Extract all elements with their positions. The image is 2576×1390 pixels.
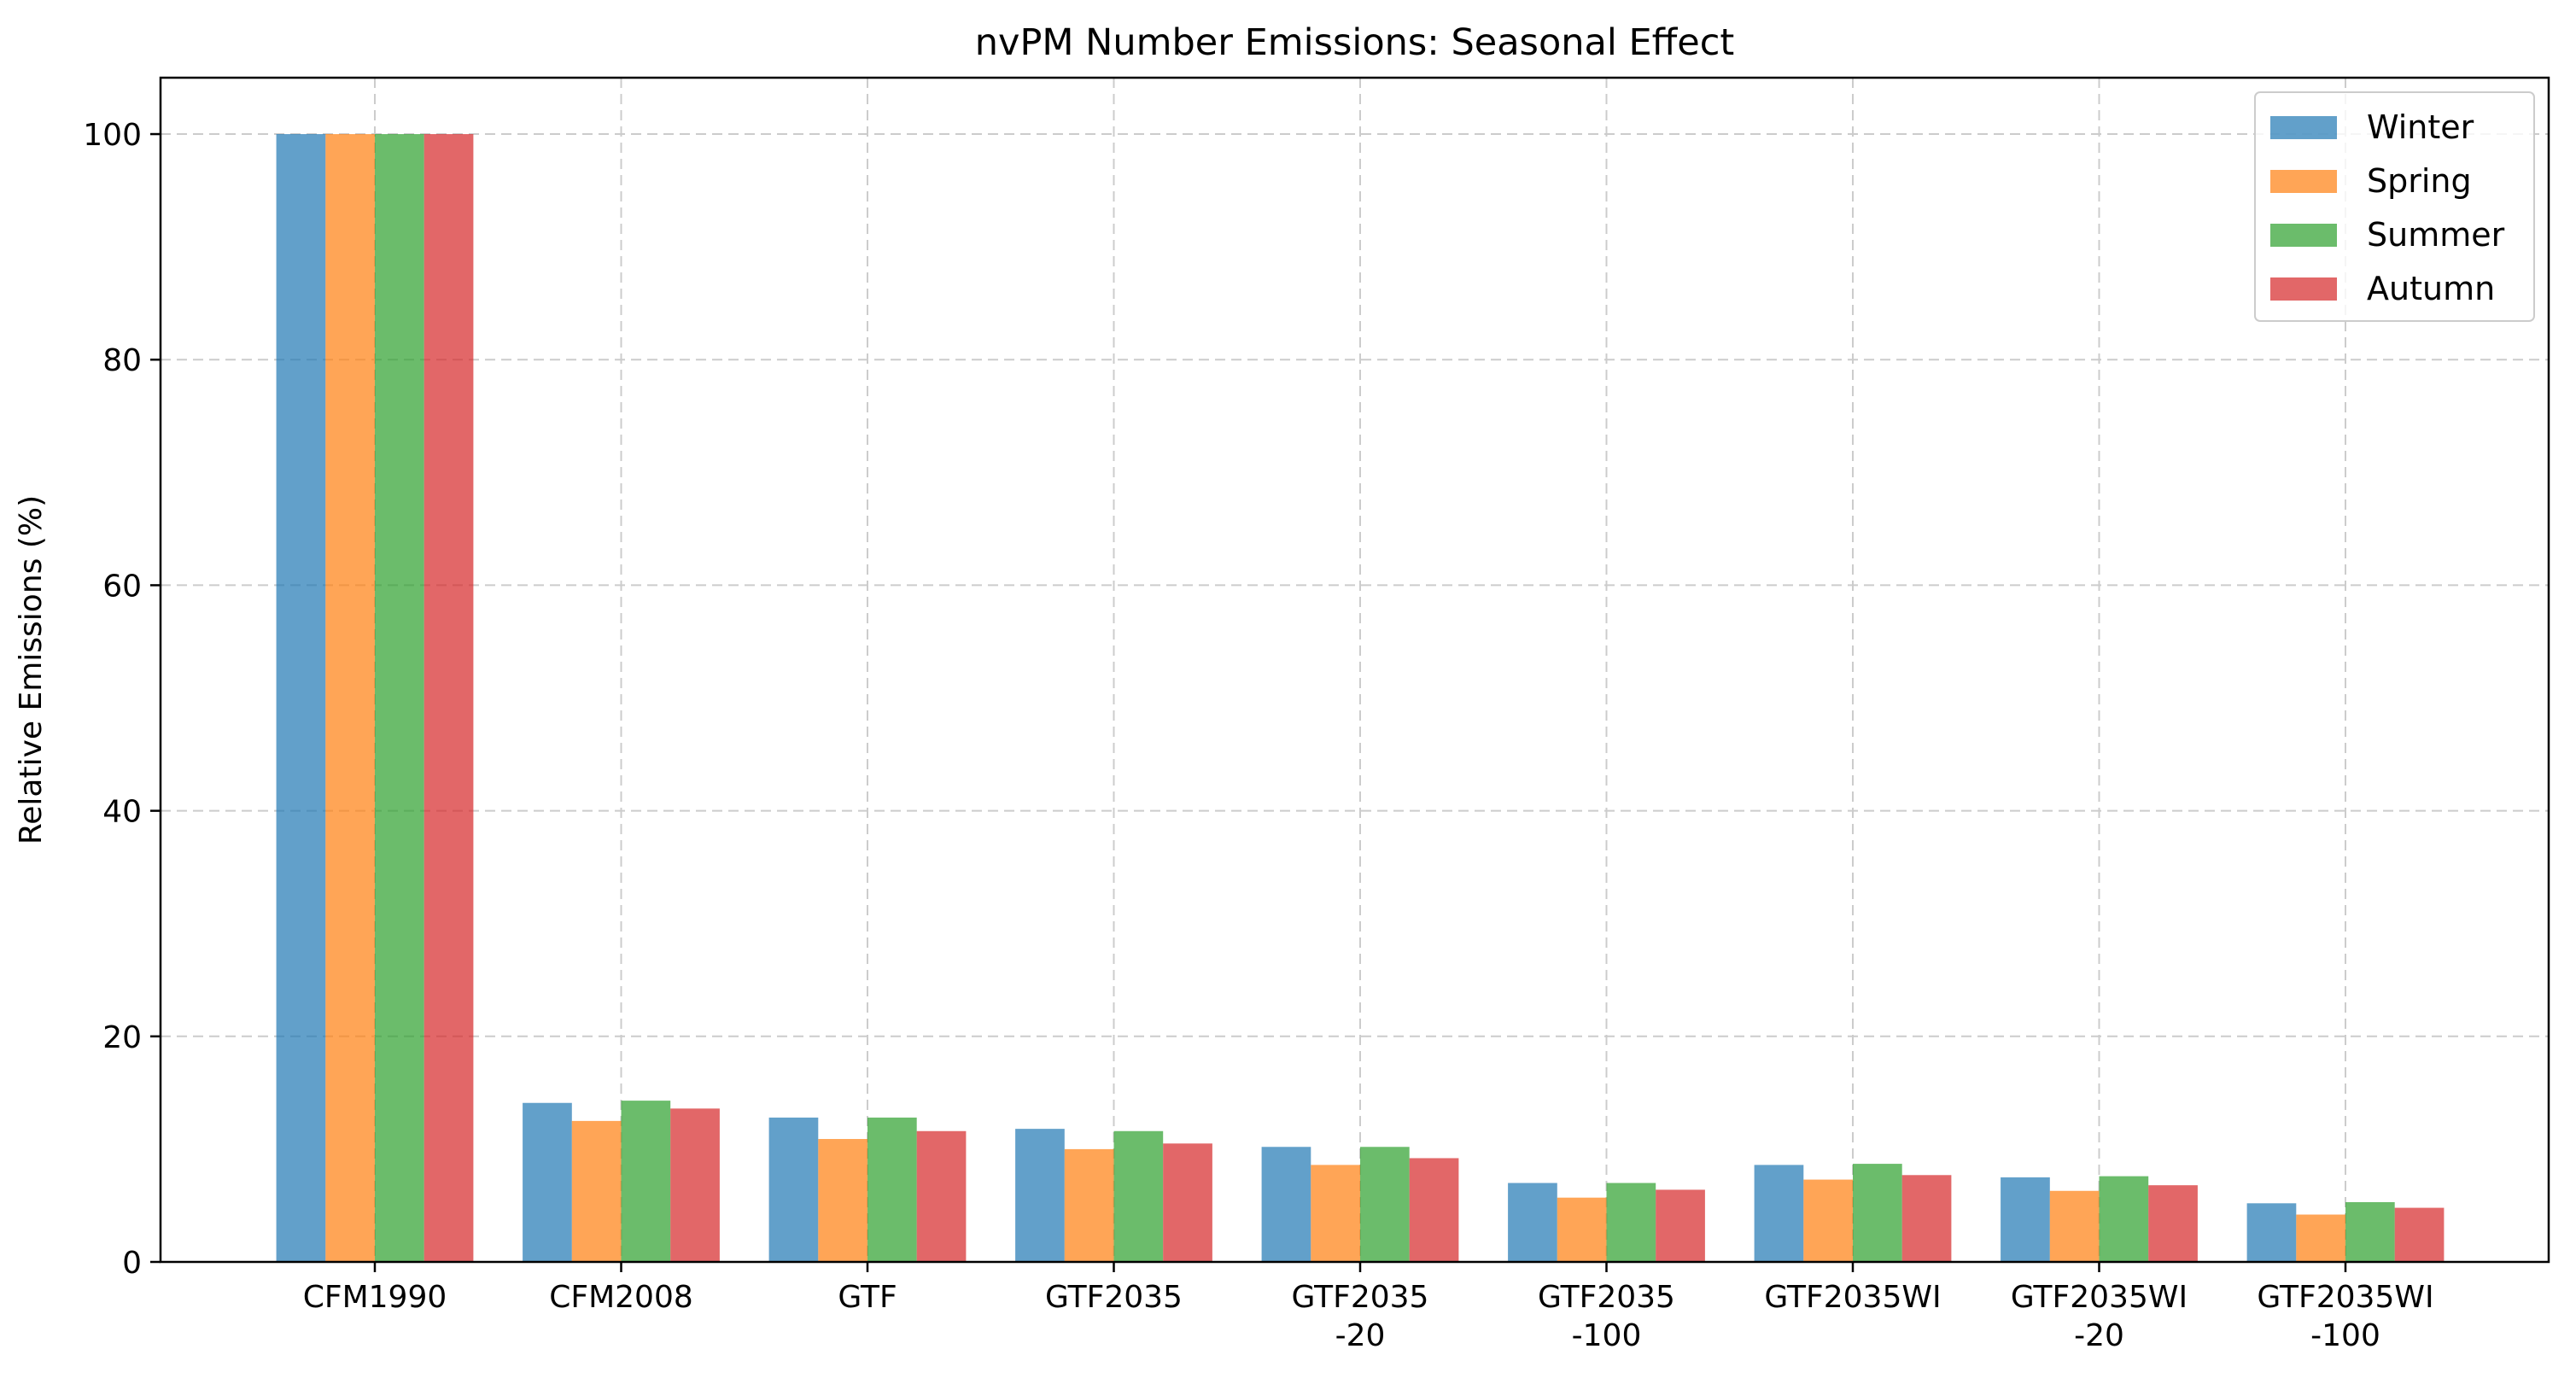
bar-spring [325, 134, 375, 1263]
bar-spring [818, 1139, 867, 1262]
bar-autumn [1163, 1143, 1212, 1262]
legend-swatch [2270, 277, 2337, 301]
bar-summer [621, 1101, 671, 1262]
legend-swatch [2270, 170, 2337, 193]
bar-winter [1261, 1147, 1311, 1262]
legend-label: Summer [2367, 216, 2505, 254]
y-tick-label: 20 [102, 1020, 142, 1055]
bar-autumn [2148, 1185, 2198, 1262]
legend-label: Spring [2367, 162, 2472, 200]
bar-spring [1557, 1197, 1607, 1262]
x-tick-label: GTF2035 [1292, 1280, 1429, 1315]
y-tick-label: 80 [102, 343, 142, 378]
x-tick-label: -100 [2310, 1318, 2380, 1353]
bars [276, 134, 2445, 1263]
legend-label: Autumn [2367, 270, 2495, 307]
bar-winter [1015, 1129, 1065, 1262]
x-tick-label: GTF2035WI [2011, 1280, 2188, 1315]
bar-summer [1853, 1164, 1902, 1262]
bar-autumn [1409, 1158, 1459, 1262]
x-tick-label: GTF2035 [1538, 1280, 1675, 1315]
chart-title: nvPM Number Emissions: Seasonal Effect [975, 21, 1734, 64]
y-axis-label: Relative Emissions (%) [14, 495, 49, 844]
bar-summer [1113, 1130, 1164, 1262]
bar-spring [571, 1120, 622, 1262]
x-tick-label: CFM1990 [303, 1280, 447, 1315]
bar-summer [375, 134, 424, 1263]
bar-summer [867, 1117, 917, 1262]
bar-winter [2001, 1177, 2050, 1262]
bar-spring [1803, 1179, 1853, 1262]
legend-swatch [2270, 116, 2337, 139]
bar-autumn [670, 1108, 720, 1262]
bar-winter [523, 1102, 572, 1262]
x-tick-label: GTF [838, 1280, 897, 1315]
x-tick-label: GTF2035WI [1764, 1280, 1941, 1315]
x-tick-label: -20 [1335, 1318, 1386, 1353]
y-tick-label: 100 [83, 118, 142, 153]
bar-spring [1064, 1148, 1114, 1262]
legend-box [2254, 91, 2535, 322]
bar-winter [2246, 1203, 2297, 1262]
x-tick-label: CFM2008 [549, 1280, 693, 1315]
bar-winter [1508, 1183, 1557, 1262]
bar-autumn [1901, 1175, 1952, 1262]
bar-summer [1606, 1183, 1656, 1262]
bar-winter [768, 1117, 819, 1262]
bar-summer [2345, 1201, 2395, 1262]
bar-autumn [423, 134, 474, 1263]
bar-autumn [1656, 1189, 1705, 1262]
y-tick-label: 60 [102, 569, 142, 604]
y-tick-label: 40 [102, 795, 142, 830]
x-tick-label: -20 [2074, 1318, 2124, 1353]
x-tick-label: -100 [1572, 1318, 1642, 1353]
bar-autumn [916, 1130, 967, 1262]
legend-swatch [2270, 224, 2337, 247]
bar-spring [2049, 1190, 2100, 1262]
bar-spring [1311, 1165, 1360, 1262]
legend: Winter Spring Summer Autumn [2254, 91, 2535, 322]
plot-frame [159, 76, 2550, 1264]
bar-summer [2099, 1176, 2149, 1262]
bar-winter [276, 134, 326, 1263]
x-tick-label: GTF2035WI [2257, 1280, 2433, 1315]
axes: 0 20 40 60 80 100 CFM1990 CFM2008 GTF GTF2035 GTF2… [83, 118, 2433, 1353]
bar-summer [1360, 1147, 1410, 1262]
bar-autumn [2394, 1207, 2445, 1262]
bar-winter [1754, 1165, 1804, 1262]
legend-label: Winter [2367, 108, 2474, 146]
x-tick-label: GTF2035 [1045, 1280, 1183, 1315]
y-tick-label: 0 [122, 1246, 142, 1281]
bar-spring [2296, 1214, 2345, 1262]
